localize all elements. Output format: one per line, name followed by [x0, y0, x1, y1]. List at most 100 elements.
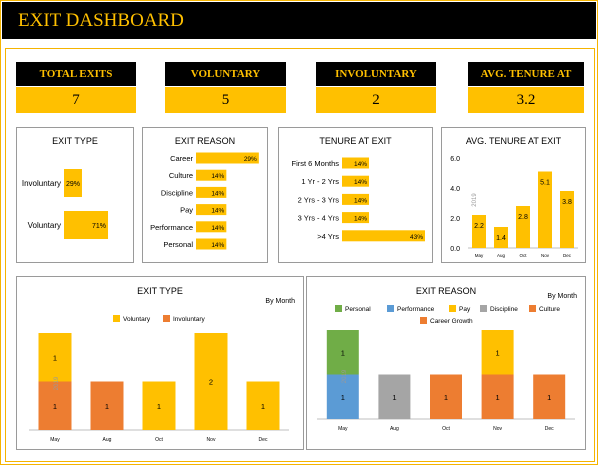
legend-swatch [449, 305, 456, 312]
category-label: 1 Yr - 2 Yrs [301, 177, 339, 186]
bar-segment [481, 330, 514, 375]
kpi-involuntary-value: 2 [316, 87, 436, 113]
legend-label: Voluntary [123, 316, 151, 323]
bar-segment [38, 333, 72, 382]
exit-type-panel: EXIT TYPE Involuntary 29% Voluntary 71% [16, 127, 134, 263]
data-label: 14% [211, 190, 224, 197]
data-label: 14% [354, 161, 367, 168]
data-label: 1 [341, 348, 345, 357]
kpi-avg-tenure-value: 3.2 [468, 87, 584, 113]
legend-swatch [387, 305, 394, 312]
data-label: 1 [392, 393, 396, 402]
data-label: 1 [157, 402, 161, 411]
tenure-at-exit-panel: TENURE AT EXIT First 6 Months 14% 1 Yr - 2… [278, 127, 433, 263]
category-label: >4 Yrs [317, 232, 339, 241]
bar [64, 169, 82, 197]
exit-type-title: EXIT TYPE [52, 136, 98, 146]
kpi-voluntary-value: 5 [165, 87, 286, 113]
data-label: 14% [211, 173, 224, 180]
bar [196, 186, 227, 198]
data-label: 14% [354, 197, 367, 204]
title-bar: EXIT DASHBOARD [2, 2, 596, 39]
avg-tenure-chart: 0.0 2.0 4.0 6.0 2.2 May 1.4 Aug 2.8 Oct 5.1 Nov 3.8 D… [450, 156, 578, 258]
data-label: 43% [410, 234, 423, 241]
year-label: 2019 [342, 369, 348, 383]
category-label: Culture [169, 171, 193, 180]
bar [516, 206, 530, 248]
y-tick-label: 0.0 [450, 246, 460, 253]
legend-swatch [335, 305, 342, 312]
legend-swatch [113, 315, 120, 322]
legend-label: Performance [397, 306, 435, 313]
exit-type-by-month-subtitle: By Month [265, 298, 295, 305]
legend-label: Personal [345, 306, 371, 313]
x-tick-label: May [338, 426, 348, 432]
data-label: 1 [547, 393, 551, 402]
exit-type-by-month-chart: 1 1 May 1 Aug 1 Oct 2 Nov 1 Dec 2019 Voluntary Involu… [29, 315, 289, 443]
data-label: 14% [211, 208, 224, 215]
bar [342, 212, 370, 224]
bar [196, 204, 227, 216]
exit-reason-panel: EXIT REASON Career 29% Culture 14% Disciplin… [142, 127, 268, 263]
bar [472, 215, 486, 248]
y-tick-label: 4.0 [450, 186, 460, 193]
data-label: 14% [211, 225, 224, 232]
bar [64, 211, 109, 239]
tenure-at-exit-chart: First 6 Months 14% 1 Yr - 2 Yrs 14% 2 Yrs - … [291, 157, 425, 242]
data-label: 1 [261, 402, 265, 411]
bar-segment [326, 374, 359, 419]
bar-segment [194, 333, 228, 430]
x-tick-label: Oct [442, 426, 450, 432]
bar [560, 191, 574, 248]
data-label: 2.8 [518, 214, 528, 221]
legend-label: Discipline [490, 306, 518, 313]
category-label: Performance [150, 223, 193, 232]
exit-type-by-month-title: EXIT TYPE [137, 286, 183, 296]
category-label: Personal [163, 240, 193, 249]
exit-reason-title: EXIT REASON [174, 136, 236, 146]
x-tick-label: May [475, 253, 484, 258]
x-tick-label: Oct [155, 437, 163, 443]
data-label: 1 [496, 348, 500, 357]
legend-label: Culture [539, 306, 560, 313]
legend-label: Career Growth [430, 318, 473, 325]
x-tick-label: Nov [493, 426, 502, 432]
bar [342, 157, 370, 169]
avg-tenure-title: AVG. TENURE AT EXIT [465, 136, 562, 146]
year-label: 2019 [54, 376, 60, 390]
legend-label: Pay [459, 306, 471, 313]
data-label: 5.1 [540, 180, 550, 187]
legend-swatch [420, 317, 427, 324]
x-tick-label: Oct [519, 253, 527, 258]
kpi-voluntary-label: VOLUNTARY [165, 62, 286, 86]
exit-reason-chart: Career 29% Culture 14% Discipline 14% Pay 14% Pe… [150, 152, 259, 250]
data-label: 1 [444, 393, 448, 402]
bar-segment [38, 381, 72, 430]
data-label: 3.8 [562, 199, 572, 206]
exit-type-by-month-panel: EXIT TYPE By Month 1 1 May 1 Aug 1 Oct 2 Nov 1 Dec… [16, 276, 304, 450]
exit-reason-by-month-title: EXIT REASON [415, 286, 477, 296]
category-label: Discipline [161, 188, 193, 197]
x-tick-label: Dec [259, 437, 268, 443]
data-label: 14% [211, 242, 224, 249]
bar [196, 152, 259, 164]
data-label: 1.4 [496, 235, 506, 242]
kpi-involuntary-label: INVOLUNTARY [316, 62, 436, 86]
x-tick-label: Dec [563, 253, 572, 258]
bar [538, 171, 552, 248]
year-label: 2019 [472, 193, 478, 207]
kpi-total-exits-label: TOTAL EXITS [16, 62, 136, 86]
data-label: 71% [92, 223, 106, 230]
y-tick-label: 2.0 [450, 216, 460, 223]
category-label: Involuntary [22, 179, 61, 188]
legend-swatch [480, 305, 487, 312]
bar-segment [246, 381, 280, 430]
category-label: Voluntary [28, 221, 61, 230]
x-tick-label: Dec [545, 426, 554, 432]
page-title: EXIT DASHBOARD [18, 10, 184, 31]
data-label: 14% [354, 179, 367, 186]
bar-segment [90, 381, 124, 430]
y-tick-label: 6.0 [450, 156, 460, 163]
data-label: 14% [354, 216, 367, 223]
legend-swatch [529, 305, 536, 312]
